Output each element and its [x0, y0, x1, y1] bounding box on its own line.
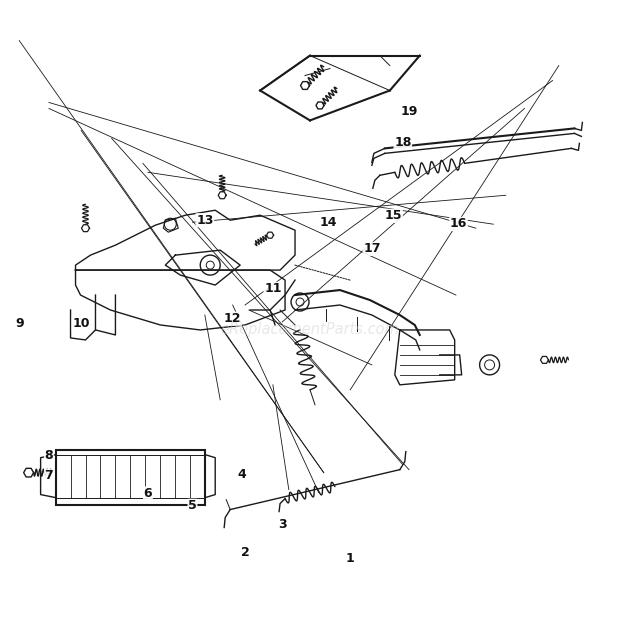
- Text: 13: 13: [196, 214, 213, 227]
- Text: 14: 14: [320, 216, 337, 229]
- Text: 9: 9: [15, 318, 24, 330]
- Text: 2: 2: [241, 546, 249, 559]
- Text: 10: 10: [73, 318, 90, 330]
- Text: 8: 8: [45, 449, 53, 462]
- Text: 11: 11: [264, 282, 281, 295]
- Text: 16: 16: [450, 217, 467, 231]
- Text: 19: 19: [401, 105, 418, 118]
- Text: 1: 1: [346, 552, 355, 566]
- Text: 5: 5: [188, 499, 197, 512]
- Text: 15: 15: [385, 209, 402, 222]
- Text: eReplacementParts.com: eReplacementParts.com: [221, 322, 399, 338]
- Text: 17: 17: [363, 242, 381, 256]
- Text: 4: 4: [237, 468, 246, 481]
- Text: 18: 18: [394, 136, 412, 149]
- Text: 12: 12: [224, 312, 241, 325]
- Text: 3: 3: [278, 518, 286, 531]
- Text: 7: 7: [45, 469, 53, 482]
- Text: 6: 6: [144, 487, 153, 500]
